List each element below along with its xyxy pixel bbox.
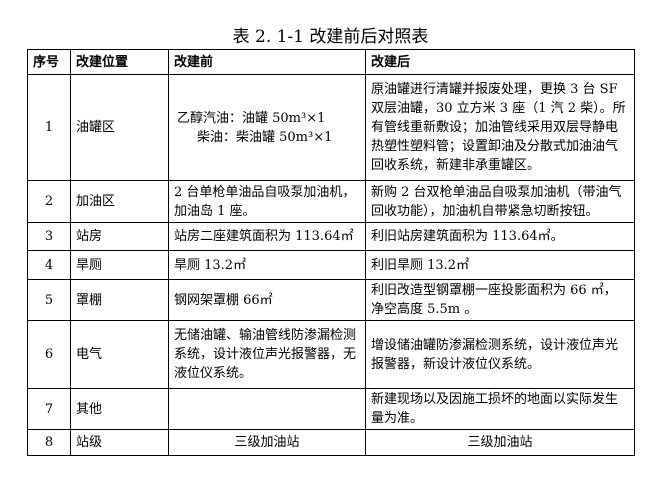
row-no: 4 bbox=[27, 250, 71, 280]
row-no: 5 bbox=[27, 279, 71, 321]
before-line: 柴油：柴油罐 50m³×1 bbox=[197, 129, 333, 145]
before-line: 乙醇汽油：油罐 50m³×1 bbox=[177, 110, 326, 126]
row-before: 三级加油站 bbox=[168, 429, 366, 456]
table-row: 5 罩棚 钢网架罩棚 66㎡ 利旧改造型钢罩棚一座投影面积为 66 ㎡，净空高度… bbox=[27, 279, 635, 321]
row-after: 新购 2 台双枪单油品自吸泵加油机（带油气回收功能），加油机自带紧急切断按钮。 bbox=[365, 180, 635, 223]
row-after: 利旧改造型钢罩棚一座投影面积为 66 ㎡，净空高度 5.5m 。 bbox=[365, 279, 635, 321]
header-after: 改建后 bbox=[365, 49, 635, 75]
row-before: 2 台单枪单油品自吸泵加油机，加油岛 1 座。 bbox=[168, 180, 366, 223]
table-row: 3 站房 站房二座建筑面积为 113.64㎡ 利旧站房建筑面积为 113.64㎡… bbox=[27, 222, 635, 251]
row-no: 6 bbox=[27, 320, 71, 389]
table-row: 4 旱厕 旱厕 13.2㎡ 利旧旱厕 13.2㎡ bbox=[27, 250, 635, 280]
comparison-table: 序号 改建位置 改建前 改建后 1 油罐区 乙醇汽油：油罐 50m³×1 柴油：柴… bbox=[27, 49, 635, 456]
row-after: 三级加油站 bbox=[365, 429, 635, 456]
row-location: 电气 bbox=[70, 320, 169, 389]
table-row: 6 电气 无储油罐、输油管线防渗漏检测系统，设计液位声光报警器，无液位仪系统。 … bbox=[27, 320, 635, 389]
table-title: 表 2. 1-1 改建前后对照表 bbox=[232, 27, 429, 47]
row-location: 油罐区 bbox=[70, 74, 169, 181]
row-after: 新建现场以及因施工损坏的地面以实际发生量为准。 bbox=[365, 388, 635, 430]
header-row: 序号 改建位置 改建前 改建后 bbox=[27, 49, 635, 75]
row-after: 增设储油罐防渗漏检测系统，设计液位声光报警器，新设计液位仪系统。 bbox=[365, 320, 635, 389]
table-row: 8 站级 三级加油站 三级加油站 bbox=[27, 429, 635, 456]
table-row: 1 油罐区 乙醇汽油：油罐 50m³×1 柴油：柴油罐 50m³×1 原油罐进行清… bbox=[27, 74, 635, 181]
row-before: 无储油罐、输油管线防渗漏检测系统，设计液位声光报警器，无液位仪系统。 bbox=[168, 320, 366, 389]
row-no: 8 bbox=[27, 429, 71, 456]
row-before: 旱厕 13.2㎡ bbox=[168, 250, 366, 280]
row-location: 其他 bbox=[70, 388, 169, 430]
row-location: 加油区 bbox=[70, 180, 169, 223]
table-row: 2 加油区 2 台单枪单油品自吸泵加油机，加油岛 1 座。 新购 2 台双枪单油… bbox=[27, 180, 635, 223]
row-no: 2 bbox=[27, 180, 71, 223]
row-no: 3 bbox=[27, 222, 71, 251]
row-before: 站房二座建筑面积为 113.64㎡ bbox=[168, 222, 366, 251]
row-after: 原油罐进行清罐并报废处理，更换 3 台 SF 双层油罐，30 立方米 3 座（1… bbox=[365, 74, 635, 181]
row-after: 利旧站房建筑面积为 113.64㎡。 bbox=[365, 222, 635, 251]
row-location: 站房 bbox=[70, 222, 169, 251]
row-before: 乙醇汽油：油罐 50m³×1 柴油：柴油罐 50m³×1 bbox=[168, 74, 366, 181]
row-no: 1 bbox=[27, 74, 71, 181]
row-before: 钢网架罩棚 66㎡ bbox=[168, 279, 366, 321]
row-after: 利旧旱厕 13.2㎡ bbox=[365, 250, 635, 280]
row-location: 旱厕 bbox=[70, 250, 169, 280]
header-location: 改建位置 bbox=[70, 49, 169, 75]
row-location: 站级 bbox=[70, 429, 169, 456]
table-row: 7 其他 新建现场以及因施工损坏的地面以实际发生量为准。 bbox=[27, 388, 635, 430]
row-no: 7 bbox=[27, 388, 71, 430]
row-location: 罩棚 bbox=[70, 279, 169, 321]
header-before: 改建前 bbox=[168, 49, 366, 75]
header-no: 序号 bbox=[27, 49, 71, 75]
row-before bbox=[168, 388, 366, 430]
